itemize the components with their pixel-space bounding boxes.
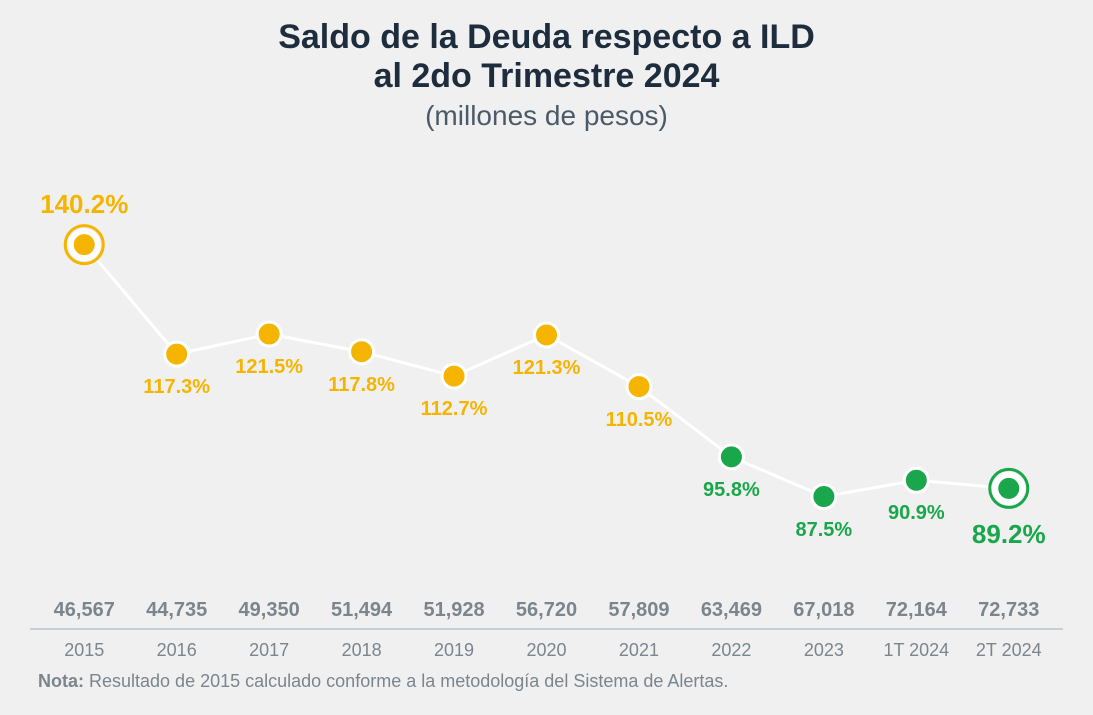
bar-slot: 49,350 xyxy=(223,599,315,628)
bar-value-label: 57,809 xyxy=(608,599,669,622)
bar-value-label: 44,735 xyxy=(146,599,207,622)
chart-area: 46,567 44,735 49,350 51,494 51,928 56,720 57,8… xyxy=(30,150,1063,630)
footnote: Nota: Resultado de 2015 calculado confor… xyxy=(38,671,1063,692)
bar-value-label: 46,567 xyxy=(54,599,115,622)
x-axis-label: 2020 xyxy=(500,640,592,661)
x-axis-label: 1T 2024 xyxy=(870,640,962,661)
bar-value-label: 51,494 xyxy=(331,599,392,622)
x-axis-label: 2017 xyxy=(223,640,315,661)
x-axis-label: 2023 xyxy=(778,640,870,661)
bar-slot: 67,018 xyxy=(778,599,870,628)
footnote-bold: Nota: xyxy=(38,671,84,691)
bar-slot: 44,735 xyxy=(130,599,222,628)
bar-slot: 72,164 xyxy=(870,599,962,628)
bar-value-label: 72,164 xyxy=(886,599,947,622)
bar-slot: 72,733 xyxy=(963,599,1055,628)
bar-value-label: 49,350 xyxy=(239,599,300,622)
title-block: Saldo de la Deuda respecto a ILD al 2do … xyxy=(0,0,1093,132)
title-line-1: Saldo de la Deuda respecto a ILD xyxy=(0,18,1093,57)
bar-value-label: 72,733 xyxy=(978,599,1039,622)
x-axis-label: 2015 xyxy=(38,640,130,661)
title-line-2: al 2do Trimestre 2024 xyxy=(0,57,1093,96)
x-axis-label: 2019 xyxy=(408,640,500,661)
footnote-text: Resultado de 2015 calculado conforme a l… xyxy=(84,671,728,691)
bar-value-label: 51,928 xyxy=(423,599,484,622)
bar-value-label: 56,720 xyxy=(516,599,577,622)
x-axis-label: 2018 xyxy=(315,640,407,661)
bar-value-label: 67,018 xyxy=(793,599,854,622)
bar-slot: 63,469 xyxy=(685,599,777,628)
bar-value-label: 63,469 xyxy=(701,599,762,622)
subtitle: (millones de pesos) xyxy=(0,100,1093,132)
bar-slot: 51,494 xyxy=(315,599,407,628)
x-axis-label: 2022 xyxy=(685,640,777,661)
x-axis-label: 2T 2024 xyxy=(963,640,1055,661)
bar-slot: 51,928 xyxy=(408,599,500,628)
x-axis: 2015201620172018201920202021202220231T 2… xyxy=(30,640,1063,661)
bar-slot: 56,720 xyxy=(500,599,592,628)
bar-slot: 46,567 xyxy=(38,599,130,628)
bars-container: 46,567 44,735 49,350 51,494 51,928 56,720 57,8… xyxy=(30,150,1063,628)
x-axis-label: 2016 xyxy=(130,640,222,661)
x-axis-label: 2021 xyxy=(593,640,685,661)
bar-slot: 57,809 xyxy=(593,599,685,628)
